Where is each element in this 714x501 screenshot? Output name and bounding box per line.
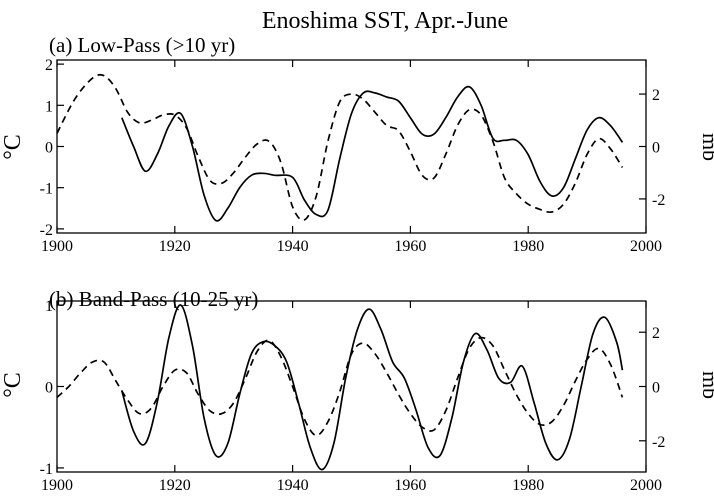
panel-band-pass: (b) Band-Pass (10-25 yr) °C mb 1900 1920 1… — [0, 287, 714, 494]
y-tick-label-right: 0 — [652, 140, 660, 157]
y-axis-label-left: °C — [0, 372, 26, 398]
panel-low-pass: (a) Low-Pass (>10 yr) °C mb 1900 1920 1940… — [0, 33, 714, 255]
x-tick-label: 2000 — [630, 238, 662, 255]
x-tick-label: 1960 — [394, 238, 426, 255]
x-tick-label: 2000 — [630, 477, 662, 494]
y-axis-label-right: mb — [698, 133, 714, 161]
solid-series-line — [120, 304, 624, 471]
y-tick-label-right: 2 — [652, 87, 660, 104]
y-tick-label-left: 2 — [45, 57, 53, 74]
plot-area: 1900 1920 1940 1960 1980 2000 -2 -1 0 1 2 -2 0 2 — [40, 57, 666, 255]
x-tick-label: 1940 — [277, 477, 309, 494]
dashed-series-line — [56, 336, 624, 437]
x-tick-label: 1900 — [41, 477, 73, 494]
plot-frame — [56, 300, 647, 473]
y-tick-label-left: -1 — [40, 461, 53, 478]
x-tick-label: 1920 — [159, 238, 191, 255]
figure-title: Enoshima SST, Apr.-June — [262, 8, 508, 34]
x-tick-label: 1960 — [394, 477, 426, 494]
plot-frame — [56, 59, 647, 234]
plot-area: 1900 1920 1940 1960 1980 2000 -1 0 1 -2 0 2 — [40, 298, 666, 494]
y-tick-label-left: 1 — [45, 298, 53, 315]
panel-label: (a) Low-Pass (>10 yr) — [49, 33, 235, 57]
y-tick-label-left: 0 — [45, 380, 53, 397]
y-tick-label-left: -1 — [40, 181, 53, 198]
dashed-series-line — [56, 73, 624, 222]
y-axis-label-right: mb — [698, 371, 714, 399]
y-tick-label-right: -2 — [652, 434, 665, 451]
x-tick-label: 1980 — [512, 238, 544, 255]
x-tick-label: 1900 — [41, 238, 73, 255]
y-tick-label-left: 0 — [45, 140, 53, 157]
y-tick-label-left: -2 — [40, 222, 53, 239]
y-tick-label-right: -2 — [652, 192, 665, 209]
x-tick-label: 1920 — [159, 477, 191, 494]
y-tick-label-right: 2 — [652, 325, 660, 342]
solid-series-line — [121, 85, 624, 222]
panel-label: (b) Band-Pass (10-25 yr) — [49, 287, 258, 311]
y-axis-label-left: °C — [0, 134, 26, 160]
x-tick-label: 1940 — [277, 238, 309, 255]
x-tick-label: 1980 — [512, 477, 544, 494]
y-tick-label-left: 1 — [45, 98, 53, 115]
y-tick-label-right: 0 — [652, 380, 660, 397]
